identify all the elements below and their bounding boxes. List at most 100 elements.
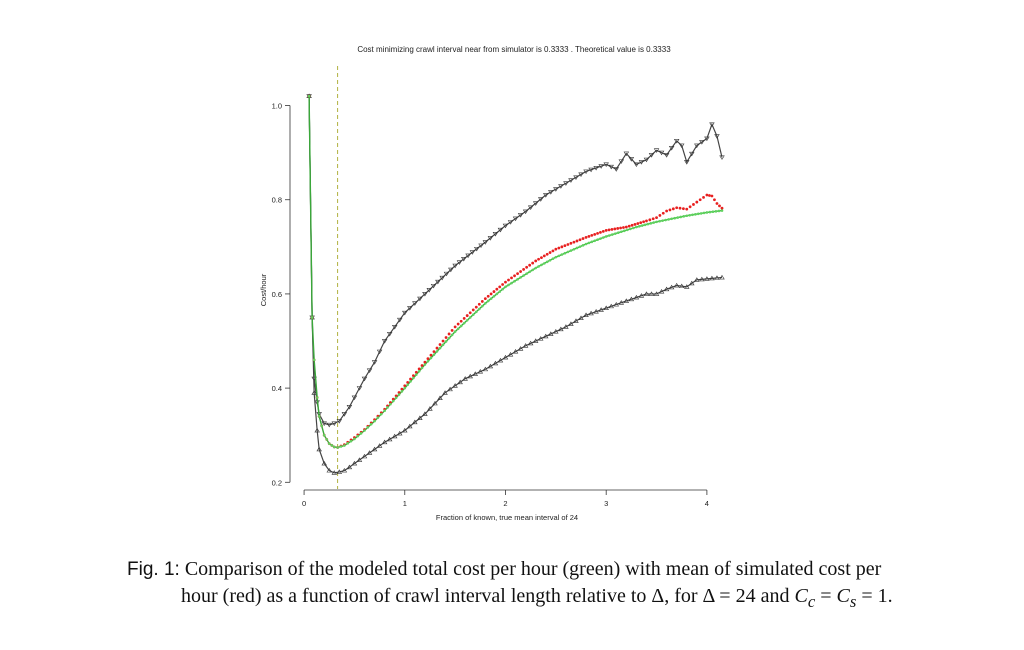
y-tick-label-2: 0.6 <box>272 290 282 299</box>
simulated-point-115 <box>648 218 652 222</box>
lower-marker-11 <box>351 460 358 466</box>
figure-caption: Fig. 1: Comparison of the modeled total … <box>127 556 907 615</box>
caption-cs: C <box>836 585 850 607</box>
modeled-point-59 <box>484 302 487 305</box>
lower-marker-43 <box>512 349 519 354</box>
modeled-point-107 <box>626 228 629 232</box>
modeled-point-67 <box>507 283 510 287</box>
modeled-point-40 <box>426 359 430 363</box>
simulated-point-80 <box>545 252 549 256</box>
modeled-point-39 <box>423 363 427 366</box>
simulated-point-65 <box>501 283 505 286</box>
chart-title: Cost minimizing crawl interval near from… <box>357 45 671 54</box>
simulated-point-122 <box>671 207 675 211</box>
simulated-point-113 <box>642 220 645 224</box>
modeled-point-27 <box>389 402 392 406</box>
simulated-point-43 <box>435 346 439 350</box>
simulated-point-85 <box>560 245 564 249</box>
simulated-point-71 <box>519 270 522 273</box>
modeled-point-63 <box>495 292 499 296</box>
y-tick-label-4: 1.0 <box>272 102 282 111</box>
lower-marker-70 <box>648 291 655 296</box>
simulated-point-101 <box>607 228 611 232</box>
modeled-point-114 <box>646 222 650 226</box>
upper-marker-62 <box>598 164 604 169</box>
modeled-point-29 <box>394 396 398 400</box>
modeled-point-106 <box>623 229 626 233</box>
modeled-point-131 <box>696 212 700 216</box>
modeled-point-52 <box>462 321 466 325</box>
simulated-point-59 <box>483 297 487 301</box>
simulated-point-130 <box>698 198 702 202</box>
modeled-point-121 <box>667 218 670 221</box>
simulated-point-97 <box>596 231 599 235</box>
simulated-point-81 <box>548 251 552 254</box>
simulated-point-135 <box>713 198 716 202</box>
simulated-point-94 <box>587 234 591 238</box>
modeled-point-138 <box>717 209 721 213</box>
simulated-point-110 <box>633 223 637 226</box>
lower-marker-67 <box>633 294 640 300</box>
modeled-point-69 <box>513 279 516 283</box>
simulated-point-56 <box>474 305 478 309</box>
simulated-point-121 <box>668 208 672 212</box>
lower-marker-56 <box>578 315 584 320</box>
modeled-point-71 <box>519 276 522 279</box>
modeled-point-110 <box>635 225 638 229</box>
upper-marker-47 <box>522 209 529 215</box>
simulated-point-66 <box>504 280 507 284</box>
modeled-point-70 <box>516 278 519 281</box>
lower-marker-37 <box>482 366 489 372</box>
modeled-point-103 <box>613 232 617 235</box>
lower-marker-17 <box>381 439 388 445</box>
simulated-point-99 <box>601 229 605 233</box>
modeled-point-31 <box>400 390 404 393</box>
upper-marker-83 <box>704 136 710 142</box>
modeled-point-48 <box>450 333 454 337</box>
modeled-point-73 <box>525 272 528 275</box>
modeled-point-97 <box>596 238 599 241</box>
modeled-point-49 <box>453 330 457 333</box>
simulated-point-45 <box>441 339 445 343</box>
modeled-point-100 <box>604 235 608 238</box>
simulated-point-76 <box>534 259 538 263</box>
x-tick-label-0: 0 <box>302 499 306 508</box>
simulated-point-86 <box>563 244 567 248</box>
lower-marker-47 <box>532 338 539 343</box>
upper-marker-10 <box>346 405 353 410</box>
modeled-point-124 <box>676 216 679 219</box>
lower-marker-52 <box>558 326 564 332</box>
simulated-point-44 <box>438 343 442 346</box>
lower-marker-49 <box>543 333 549 339</box>
modeled-point-98 <box>599 237 602 240</box>
modeled-point-96 <box>593 239 596 243</box>
upper-marker-13 <box>361 376 368 382</box>
lower-marker-35 <box>472 371 479 376</box>
simulated-point-103 <box>613 227 617 231</box>
upper-marker-46 <box>517 213 524 218</box>
modeled-point-129 <box>691 213 694 217</box>
modeled-point-47 <box>447 336 451 340</box>
modeled-point-30 <box>397 393 401 396</box>
y-tick-label-1: 0.4 <box>272 384 282 393</box>
upper-marker-78 <box>678 143 685 149</box>
modeled-point-19 <box>363 429 366 432</box>
modeled-point-46 <box>444 340 448 343</box>
simulated-point-47 <box>447 332 451 336</box>
modeled-point-5 <box>320 424 323 428</box>
modeled-point-139 <box>720 209 724 212</box>
simulated-point-64 <box>498 285 502 289</box>
simulated-point-117 <box>655 216 658 220</box>
upper-marker-40 <box>487 236 494 241</box>
lower-marker-71 <box>653 291 660 296</box>
lower-marker-39 <box>492 360 499 366</box>
chart: Cost minimizing crawl interval near from… <box>259 45 725 522</box>
lower-marker-58 <box>588 310 594 316</box>
modeled-point-116 <box>652 221 655 224</box>
modeled-point-42 <box>432 353 436 356</box>
modeled-point-44 <box>438 346 442 350</box>
x-axis-label: Fraction of known, true mean interval of… <box>436 513 578 522</box>
lower-marker-81 <box>704 276 710 281</box>
upper-marker-17 <box>381 339 388 344</box>
caption-cs-sub: s <box>849 592 857 611</box>
